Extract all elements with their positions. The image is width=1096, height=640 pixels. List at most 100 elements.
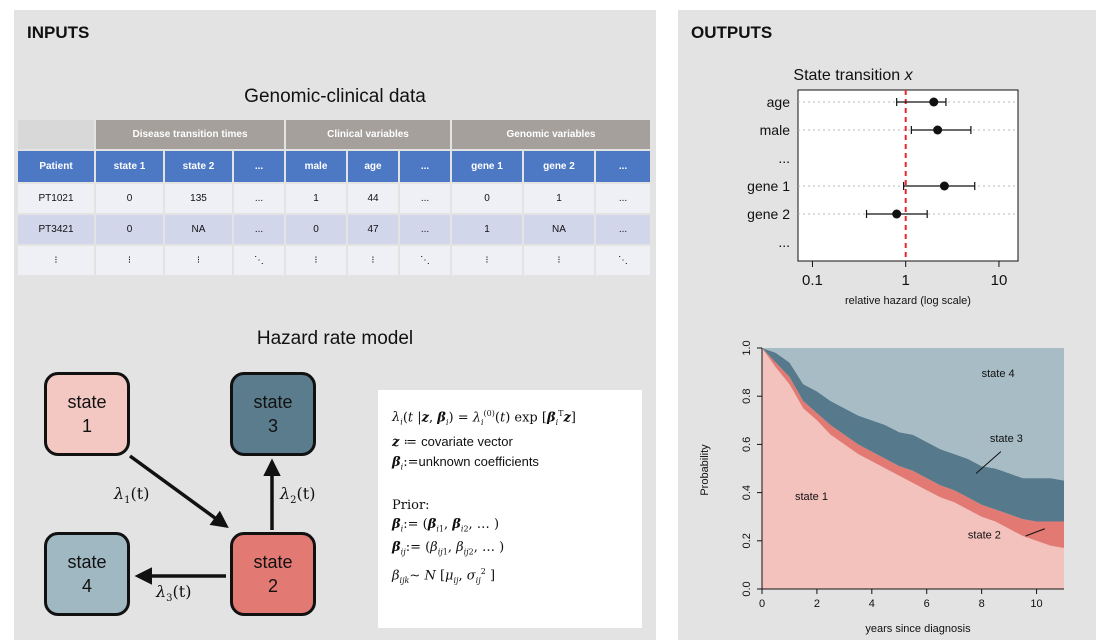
state-4-number: 4 (81, 576, 92, 596)
table-header: Patient (18, 151, 94, 182)
table-cell: ⋱ (400, 246, 450, 275)
table-cell: ... (596, 215, 650, 244)
state-3-number: 3 (267, 416, 278, 436)
table-cell: ⁝ (452, 246, 522, 275)
state-2-number: 2 (267, 576, 278, 596)
state-1-word: state (67, 392, 107, 412)
rate-label-1-arg: (t) (130, 484, 150, 503)
forest-category-label: ... (778, 234, 790, 250)
table-row: PT1021 0 135 ... 1 44 ... 0 1 ... (18, 184, 650, 213)
state-4-word: state (67, 552, 107, 572)
coefficient-text: unknown coefficients (418, 453, 539, 469)
table-cell: PT3421 (18, 215, 94, 244)
area-x-tick-label: 4 (869, 598, 875, 610)
table-header: male (286, 151, 346, 182)
forest-category-label: age (767, 94, 791, 110)
table-header: state 1 (96, 151, 163, 182)
table-header: ... (400, 151, 450, 182)
table-cell: 0 (286, 215, 346, 244)
table-cell: NA (524, 215, 594, 244)
area-x-tick-label: 0 (759, 598, 765, 610)
outputs-title: OUTPUTS (691, 23, 773, 42)
rate-label-3: λ3(t) (156, 582, 192, 605)
table-cell: 1 (524, 184, 594, 213)
area-y-tick-label: 0.4 (741, 485, 753, 500)
table-cell: ⋱ (596, 246, 650, 275)
table-cell: 0 (96, 184, 163, 213)
table-cell: ⁝ (286, 246, 346, 275)
inputs-panel: INPUTS Genomic-clinical data Disease tra… (14, 10, 656, 640)
rate-label-3-index: 3 (166, 593, 173, 605)
prior-label: Prior: (392, 497, 430, 513)
table-cell: ... (234, 215, 284, 244)
table-cell: ... (596, 184, 650, 213)
table-cell: 44 (348, 184, 398, 213)
rate-label-2: λ2(t) (280, 484, 316, 507)
area-x-tick-label: 2 (814, 598, 820, 610)
state-3-word: state (253, 392, 293, 412)
table-cell: 135 (165, 184, 232, 213)
forest-x-tick-label: 1 (902, 272, 910, 289)
area-series-label: state 1 (795, 491, 828, 503)
area-label-leader (1025, 528, 1045, 537)
table-cell: 0 (96, 215, 163, 244)
prior-beta-i: βi:= (βi1, βi2, … ) (392, 516, 500, 534)
area-y-tick-label: 0.8 (741, 389, 753, 404)
area-series-state-3 (762, 348, 1064, 522)
forest-category-label: ... (778, 150, 790, 166)
hazard-model-title: Hazard rate model (256, 328, 414, 349)
table-cell: ... (400, 184, 450, 213)
table-cell: 1 (452, 215, 522, 244)
table-header-row: Patient state 1 state 2 ... male age ...… (18, 151, 650, 182)
area-x-tick-label: 10 (1030, 598, 1042, 610)
forest-plot: State transition x age male... gene 1 gene … (747, 67, 1019, 307)
hazard-equation: λi(t |z, βi) = λi(0)(t) exp [βiTz] (392, 409, 576, 427)
forest-point (939, 181, 949, 191)
table-cell: 0 (452, 184, 522, 213)
forest-title: State transition x (793, 67, 913, 84)
table-header: gene 2 (524, 151, 594, 182)
prior-beta-ij: βij:= (βij1, βij2, … ) (392, 540, 505, 557)
table-cell: ⋱ (234, 246, 284, 275)
area-series-state-4 (762, 348, 1064, 481)
state-1-number: 1 (81, 416, 92, 436)
state-2-node: state 2 (230, 532, 316, 616)
area-x-tick-label: 8 (979, 598, 985, 610)
forest-point (892, 209, 902, 219)
forest-point (929, 97, 939, 107)
rate-label-1-index: 1 (124, 495, 131, 507)
forest-point (933, 125, 943, 135)
table-group-transition-times: Disease transition times (96, 120, 284, 149)
area-x-tick-label: 6 (924, 598, 930, 610)
table-row: ⁝ ⁝ ⁝ ⋱ ⁝ ⁝ ⋱ ⁝ ⁝ ⋱ (18, 246, 650, 275)
formula-box: λi(t |z, βi) = λi(0)(t) exp [βiTz] z ≔ c… (378, 390, 642, 628)
forest-category-label: gene 2 (747, 206, 790, 222)
covariate-text: covariate vector (421, 433, 513, 449)
prior-distribution: βijk∼ N [μij, σij2 ] (392, 566, 496, 585)
state-1-node: state 1 (44, 372, 130, 456)
table-cell: ... (234, 184, 284, 213)
rate-label-2-index: 2 (290, 495, 297, 507)
table-group-empty (18, 120, 94, 149)
forest-x-tick-label: 10 (991, 272, 1008, 289)
area-series-label: state 3 (990, 433, 1023, 445)
table-cell: 1 (286, 184, 346, 213)
rate-label-2-arg: (t) (296, 484, 316, 503)
area-y-tick-label: 0.2 (741, 533, 753, 548)
rate-label-1: λ1(t) (114, 484, 150, 507)
table-header: ... (596, 151, 650, 182)
forest-category-label: gene 1 (747, 178, 790, 194)
arrow-state1-to-state2 (128, 454, 229, 529)
area-series-state-2 (762, 348, 1064, 548)
outputs-panel: OUTPUTS State transition x age male... gen… (678, 10, 1096, 640)
table-cell: NA (165, 215, 232, 244)
table-group-clinical: Clinical variables (286, 120, 450, 149)
forest-x-tick-label: 0.1 (802, 272, 823, 289)
forest-xlabel: relative hazard (log scale) (845, 295, 971, 307)
table-cell: ⁝ (348, 246, 398, 275)
state-2-word: state (253, 552, 293, 572)
inputs-title: INPUTS (27, 23, 90, 42)
area-series-state-1 (762, 348, 1064, 589)
table-group-genomic: Genomic variables (452, 120, 650, 149)
genomic-clinical-title: Genomic-clinical data (244, 86, 426, 107)
